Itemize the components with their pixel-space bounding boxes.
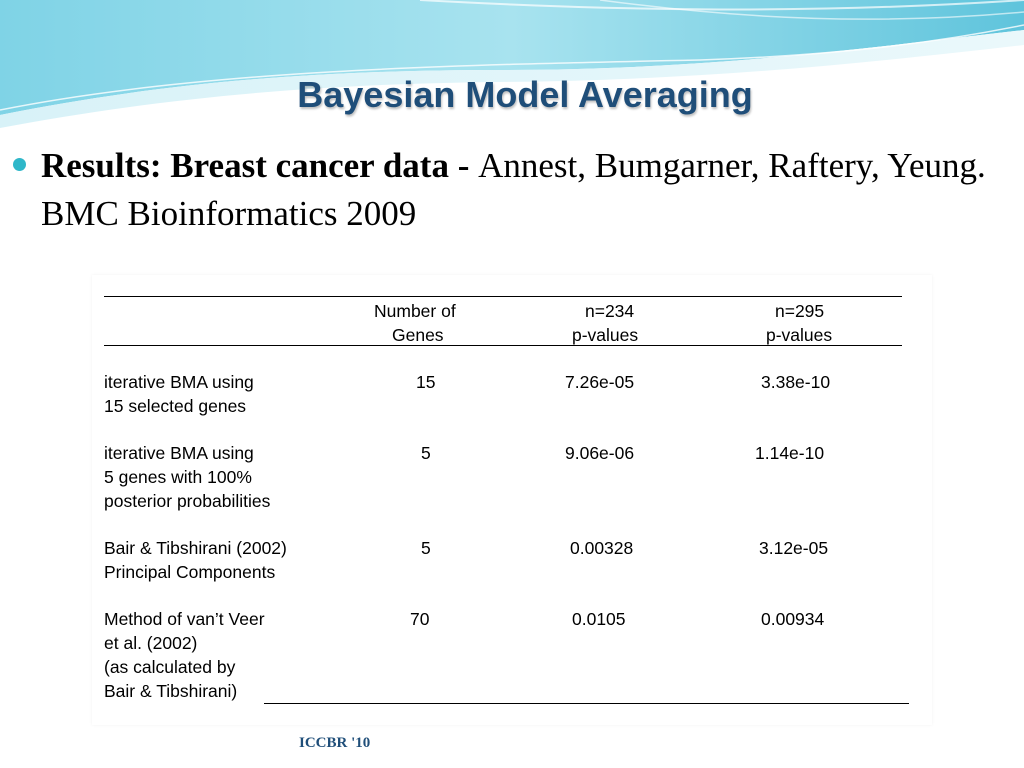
table-top-rule	[104, 296, 902, 297]
header-n234-line1: n=234	[585, 301, 635, 321]
row1-genes: 15	[416, 372, 436, 392]
bullet-citation: Annest, Bumgarner, Raftery, Yeung. BMC B…	[41, 146, 986, 233]
slide-title: Bayesian Model Averaging	[297, 74, 753, 115]
results-table: Number of Genes n=234 p-values n=295 p-v…	[92, 275, 932, 725]
row3-genes: 5	[421, 538, 431, 558]
header-n295-line2: p-values	[766, 325, 833, 345]
row3-method-line2: Principal Components	[104, 562, 276, 582]
row2-genes: 5	[421, 443, 431, 463]
row4-method-line2: et al. (2002)	[104, 633, 198, 653]
header-genes-line2: Genes	[392, 325, 444, 345]
row2-n234: 9.06e-06	[565, 443, 635, 463]
row1-method-line2: 15 selected genes	[104, 396, 247, 416]
header-bottom-rule	[104, 345, 902, 346]
row4-method-line3: (as calculated by	[104, 657, 236, 677]
row3-n234: 0.00328	[570, 538, 634, 558]
row1-method-line1: iterative BMA using	[104, 372, 254, 392]
bullet-icon	[13, 158, 26, 171]
row1-n295: 3.38e-10	[761, 372, 831, 392]
footer-text: ICCBR '10	[299, 735, 371, 751]
row2-n295: 1.14e-10	[755, 443, 825, 463]
row4-n234: 0.0105	[572, 609, 626, 629]
table-bottom-rule	[264, 703, 909, 704]
header-genes-line1: Number of	[374, 301, 456, 321]
row2-method-line3: posterior probabilities	[104, 491, 271, 511]
header-wave-decoration	[0, 0, 1024, 128]
row1-n234: 7.26e-05	[565, 372, 635, 392]
bullet-text: Results: Breast cancer data - Annest, Bu…	[41, 142, 991, 238]
row3-n295: 3.12e-05	[759, 538, 829, 558]
row2-method-line2: 5 genes with 100%	[104, 467, 252, 487]
row4-method-line1: Method of van’t Veer	[104, 609, 265, 629]
row2-method-line1: iterative BMA using	[104, 443, 254, 463]
header-n234-line2: p-values	[572, 325, 639, 345]
row3-method-line1: Bair & Tibshirani (2002)	[104, 538, 287, 558]
bullet-bold-text: Results: Breast cancer data -	[41, 146, 479, 185]
row4-genes: 70	[410, 609, 430, 629]
row4-method-line4: Bair & Tibshirani)	[104, 681, 238, 701]
header-n295-line1: n=295	[775, 301, 825, 321]
row4-n295: 0.00934	[761, 609, 825, 629]
